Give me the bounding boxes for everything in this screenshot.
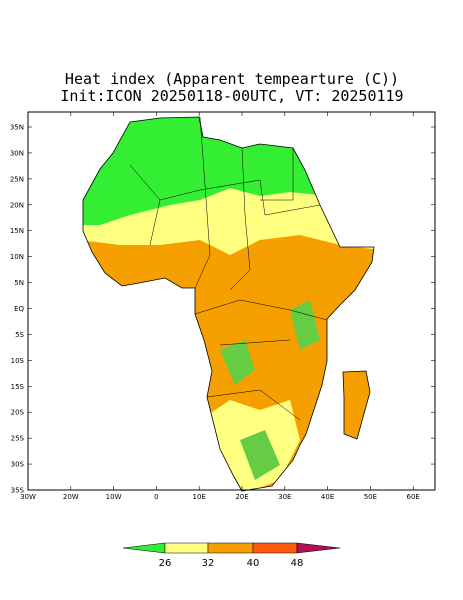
colorbar-segment xyxy=(164,542,209,554)
lon-label: 40E xyxy=(321,493,334,501)
lat-label: 20S xyxy=(11,409,25,417)
colorbar-segment xyxy=(296,542,341,554)
lon-label: 20W xyxy=(63,493,79,501)
map-frame xyxy=(27,111,436,491)
lon-label: 10E xyxy=(193,493,206,501)
lat-label: 5N xyxy=(14,279,24,287)
lon-label: 60E xyxy=(407,493,420,501)
borders xyxy=(129,116,328,421)
lat-label: 35N xyxy=(10,124,24,132)
lat-label: 30N xyxy=(10,149,24,157)
lon-label: 50E xyxy=(364,493,377,501)
lon-label: 20E xyxy=(235,493,248,501)
lat-label: 30S xyxy=(11,461,25,469)
lat-label: 5S xyxy=(15,331,24,339)
lat-label: 15S xyxy=(11,383,25,391)
lat-label: EQ xyxy=(14,305,24,313)
lon-label: 30E xyxy=(278,493,291,501)
lat-label: 25S xyxy=(11,435,25,443)
lon-label: 10W xyxy=(106,493,122,501)
lon-label: 30W xyxy=(20,493,36,501)
lat-label: 10N xyxy=(10,253,24,261)
africa-fill xyxy=(83,117,374,491)
colorbar-label: 48 xyxy=(291,558,304,569)
lat-label: 20N xyxy=(10,201,24,209)
colorbar xyxy=(122,542,341,554)
lon-label: 0 xyxy=(154,493,158,501)
colorbar-segment xyxy=(122,542,166,554)
colorbar-label: 26 xyxy=(159,558,172,569)
colorbar-segment xyxy=(252,542,298,554)
lat-label: 35S xyxy=(11,487,25,495)
lat-label: 10S xyxy=(11,357,25,365)
lat-label: 15N xyxy=(10,227,24,235)
lat-label: 25N xyxy=(10,175,24,183)
axis-ticks: 35N 30N 25N 20N 15N 10N 5N EQ 5S 10S 15S 20S 25S 30S 3… xyxy=(10,112,435,501)
title: Heat index (Apparent tempearture (C)) xyxy=(65,70,399,88)
subtitle: Init:ICON 20250118-00UTC, VT: 20250119 xyxy=(60,87,403,105)
colorbar-label: 40 xyxy=(247,558,260,569)
colorbar-segment xyxy=(207,542,254,554)
colorbar-label: 32 xyxy=(202,558,215,569)
madagascar xyxy=(342,370,371,440)
